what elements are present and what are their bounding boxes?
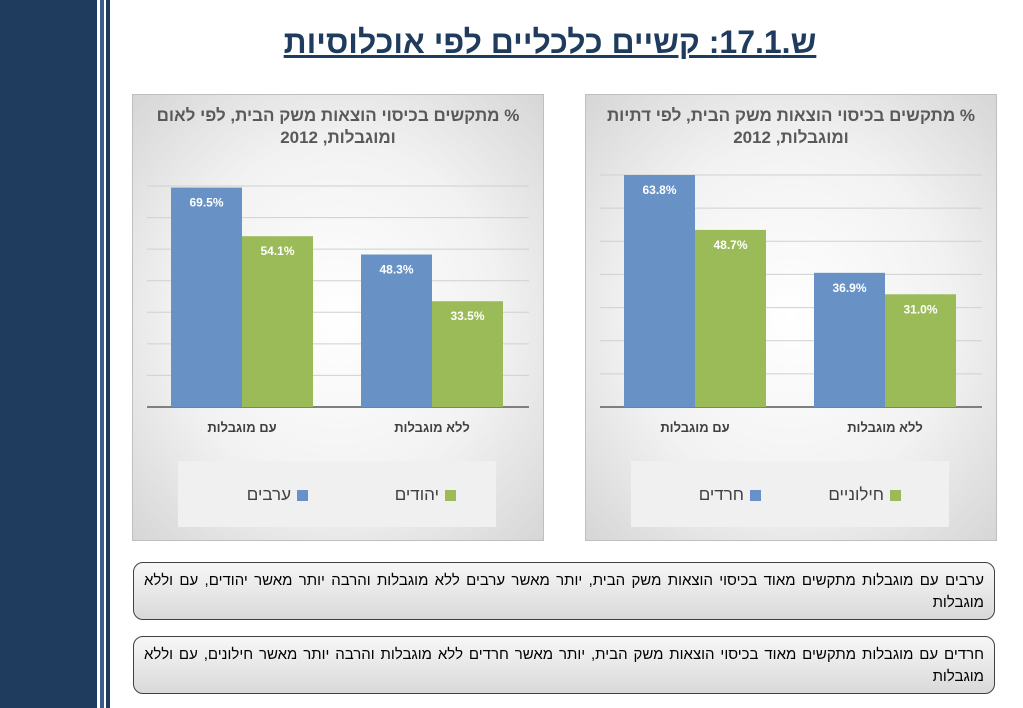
data-label: 63.8% [642,183,676,197]
legend-swatch [890,489,901,501]
bar [695,229,766,407]
page-title: ש.17.1: קשיים כלכליים לפי אוכלוסיות [283,24,817,60]
chart-panel-nationality: % מתקשים בכיסוי הוצאות משק הבית, לפי לאו… [132,94,544,541]
chart-religiosity: 63.8% 48.7% עם מוגבלות 36.9% 31.0% ללא מוגבלו… [600,174,982,435]
legend-item: חילוניים [828,485,901,505]
data-label: 36.9% [832,281,866,295]
data-label: 54.1% [260,244,294,258]
legend-label: חילוניים [828,485,884,504]
chart-nationality: 69.5% 54.1% עם מוגבלות 48.3% 33.5% ללא מוגבלו… [147,185,529,435]
legend-item: ערבים [247,485,308,505]
category-label: עם מוגבלות [207,420,276,435]
data-label: 69.5% [189,196,223,210]
chart-panel-religiosity: % מתקשים בכיסוי הוצאות משק הבית, לפי דתי… [585,94,997,541]
note-box: ערבים עם מוגבלות מתקשים מאוד בכיסוי הוצא… [133,562,995,620]
bar [242,236,313,407]
sidebar-band [0,0,100,708]
bar [432,301,503,407]
legend-label: יהודים [394,485,439,504]
legend-label: ערבים [246,485,291,504]
legend-item: חרדים [699,485,761,505]
sidebar-line [106,0,110,708]
legend-swatch [445,489,456,501]
bar [814,272,885,407]
legend-item: יהודים [395,485,456,505]
legend-swatch [750,489,761,501]
category-label: עם מוגבלות [660,420,729,435]
bar [885,294,956,407]
bar [624,175,695,407]
chart-legend: יהודים ערבים [178,461,496,527]
data-label: 31.0% [903,302,937,316]
data-label: 33.5% [450,309,484,323]
chart-legend: חילוניים חרדים [631,461,949,527]
category-label: ללא מוגבלות [847,420,923,435]
data-label: 48.3% [379,263,413,277]
legend-swatch [297,489,308,501]
bar [361,254,432,407]
data-label: 48.7% [713,238,747,252]
legend-label: חרדים [698,485,744,504]
chart-title: % מתקשים בכיסוי הוצאות משק הבית, לפי לאו… [156,106,520,147]
chart-title: % מתקשים בכיסוי הוצאות משק הבית, לפי דתי… [606,106,976,147]
note-box: חרדים עם מוגבלות מתקשים מאוד בכיסוי הוצא… [133,636,995,694]
bar [171,187,242,407]
category-label: ללא מוגבלות [394,420,470,435]
